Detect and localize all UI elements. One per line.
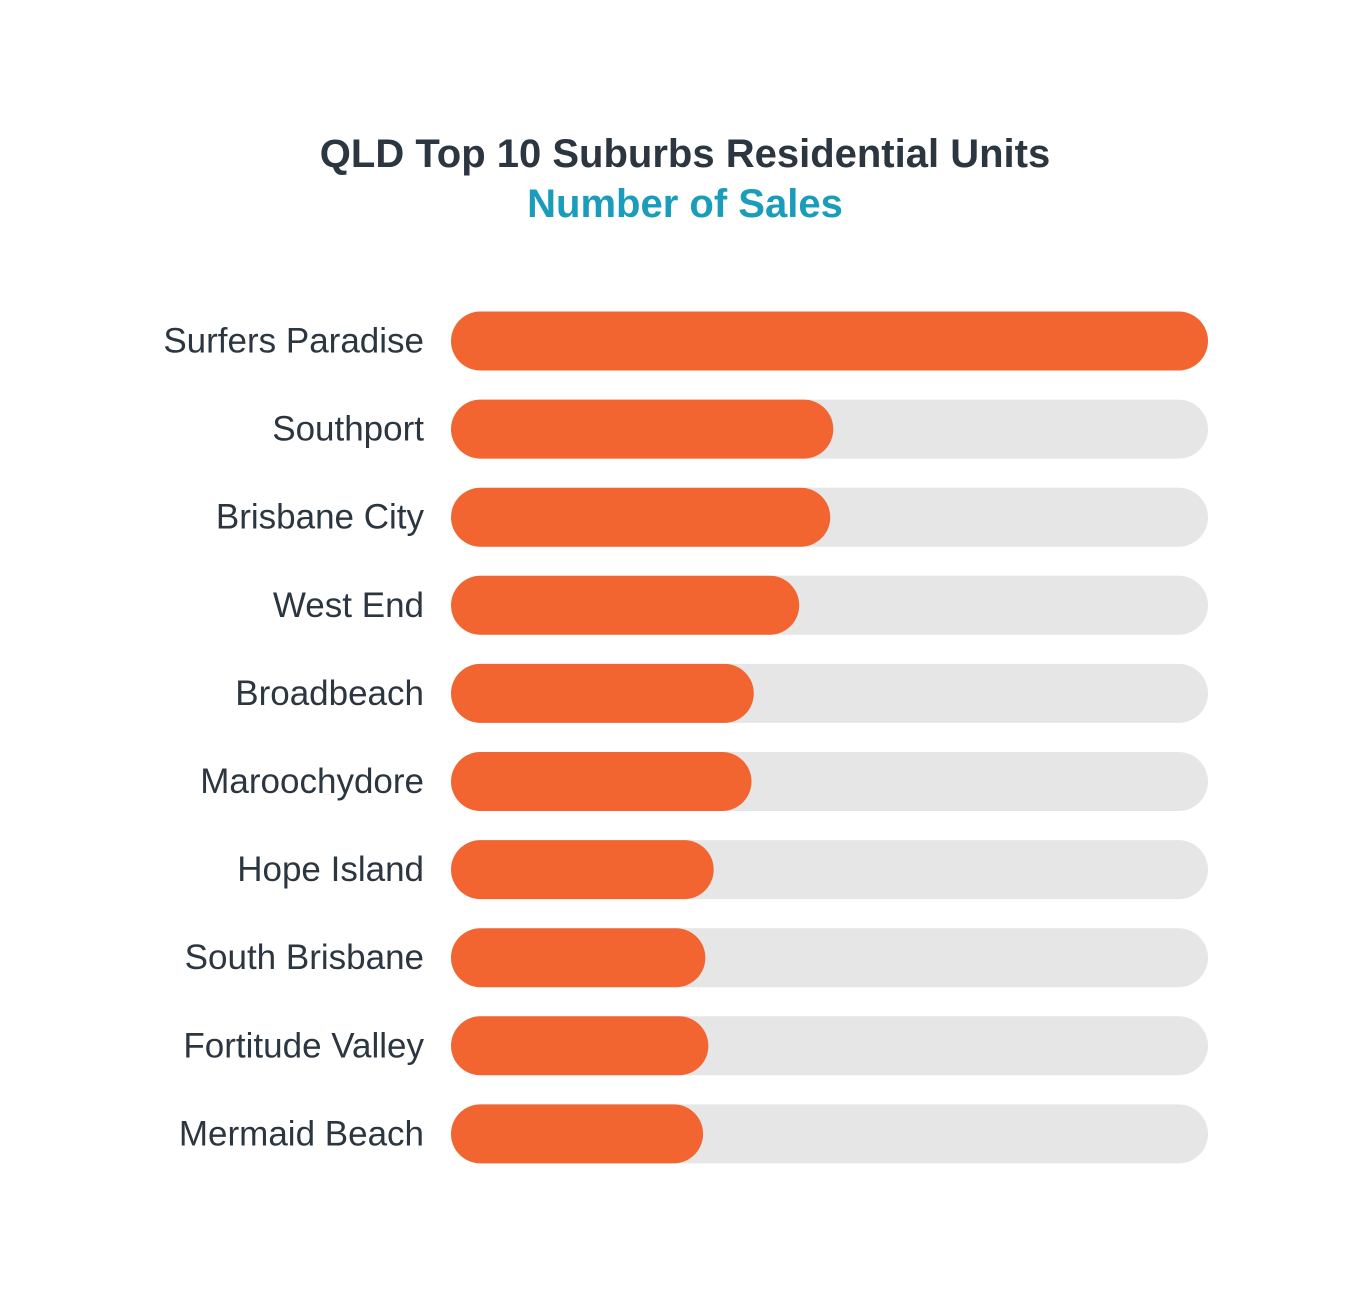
bar — [451, 752, 752, 811]
bar — [451, 928, 706, 988]
category-label: South Brisbane — [185, 938, 424, 977]
bar — [451, 663, 754, 723]
bar — [451, 487, 831, 547]
bar — [451, 1016, 709, 1076]
bar — [451, 840, 714, 900]
category-label: Hope Island — [237, 850, 424, 889]
chart-title: QLD Top 10 Suburbs Residential Units — [319, 132, 1051, 176]
bar — [451, 311, 1208, 371]
bar — [451, 1104, 704, 1164]
category-label: Brisbane City — [216, 498, 425, 537]
category-label: Southport — [272, 410, 424, 449]
bar — [451, 575, 800, 635]
chart-subtitle: Number of Sales — [527, 182, 843, 226]
category-label: Maroochydore — [200, 762, 424, 801]
category-label: Surfers Paradise — [163, 322, 424, 361]
category-label: West End — [273, 586, 424, 625]
bar — [451, 399, 834, 459]
category-label: Fortitude Valley — [183, 1026, 424, 1065]
category-label: Mermaid Beach — [179, 1114, 424, 1153]
category-label: Broadbeach — [235, 674, 424, 713]
